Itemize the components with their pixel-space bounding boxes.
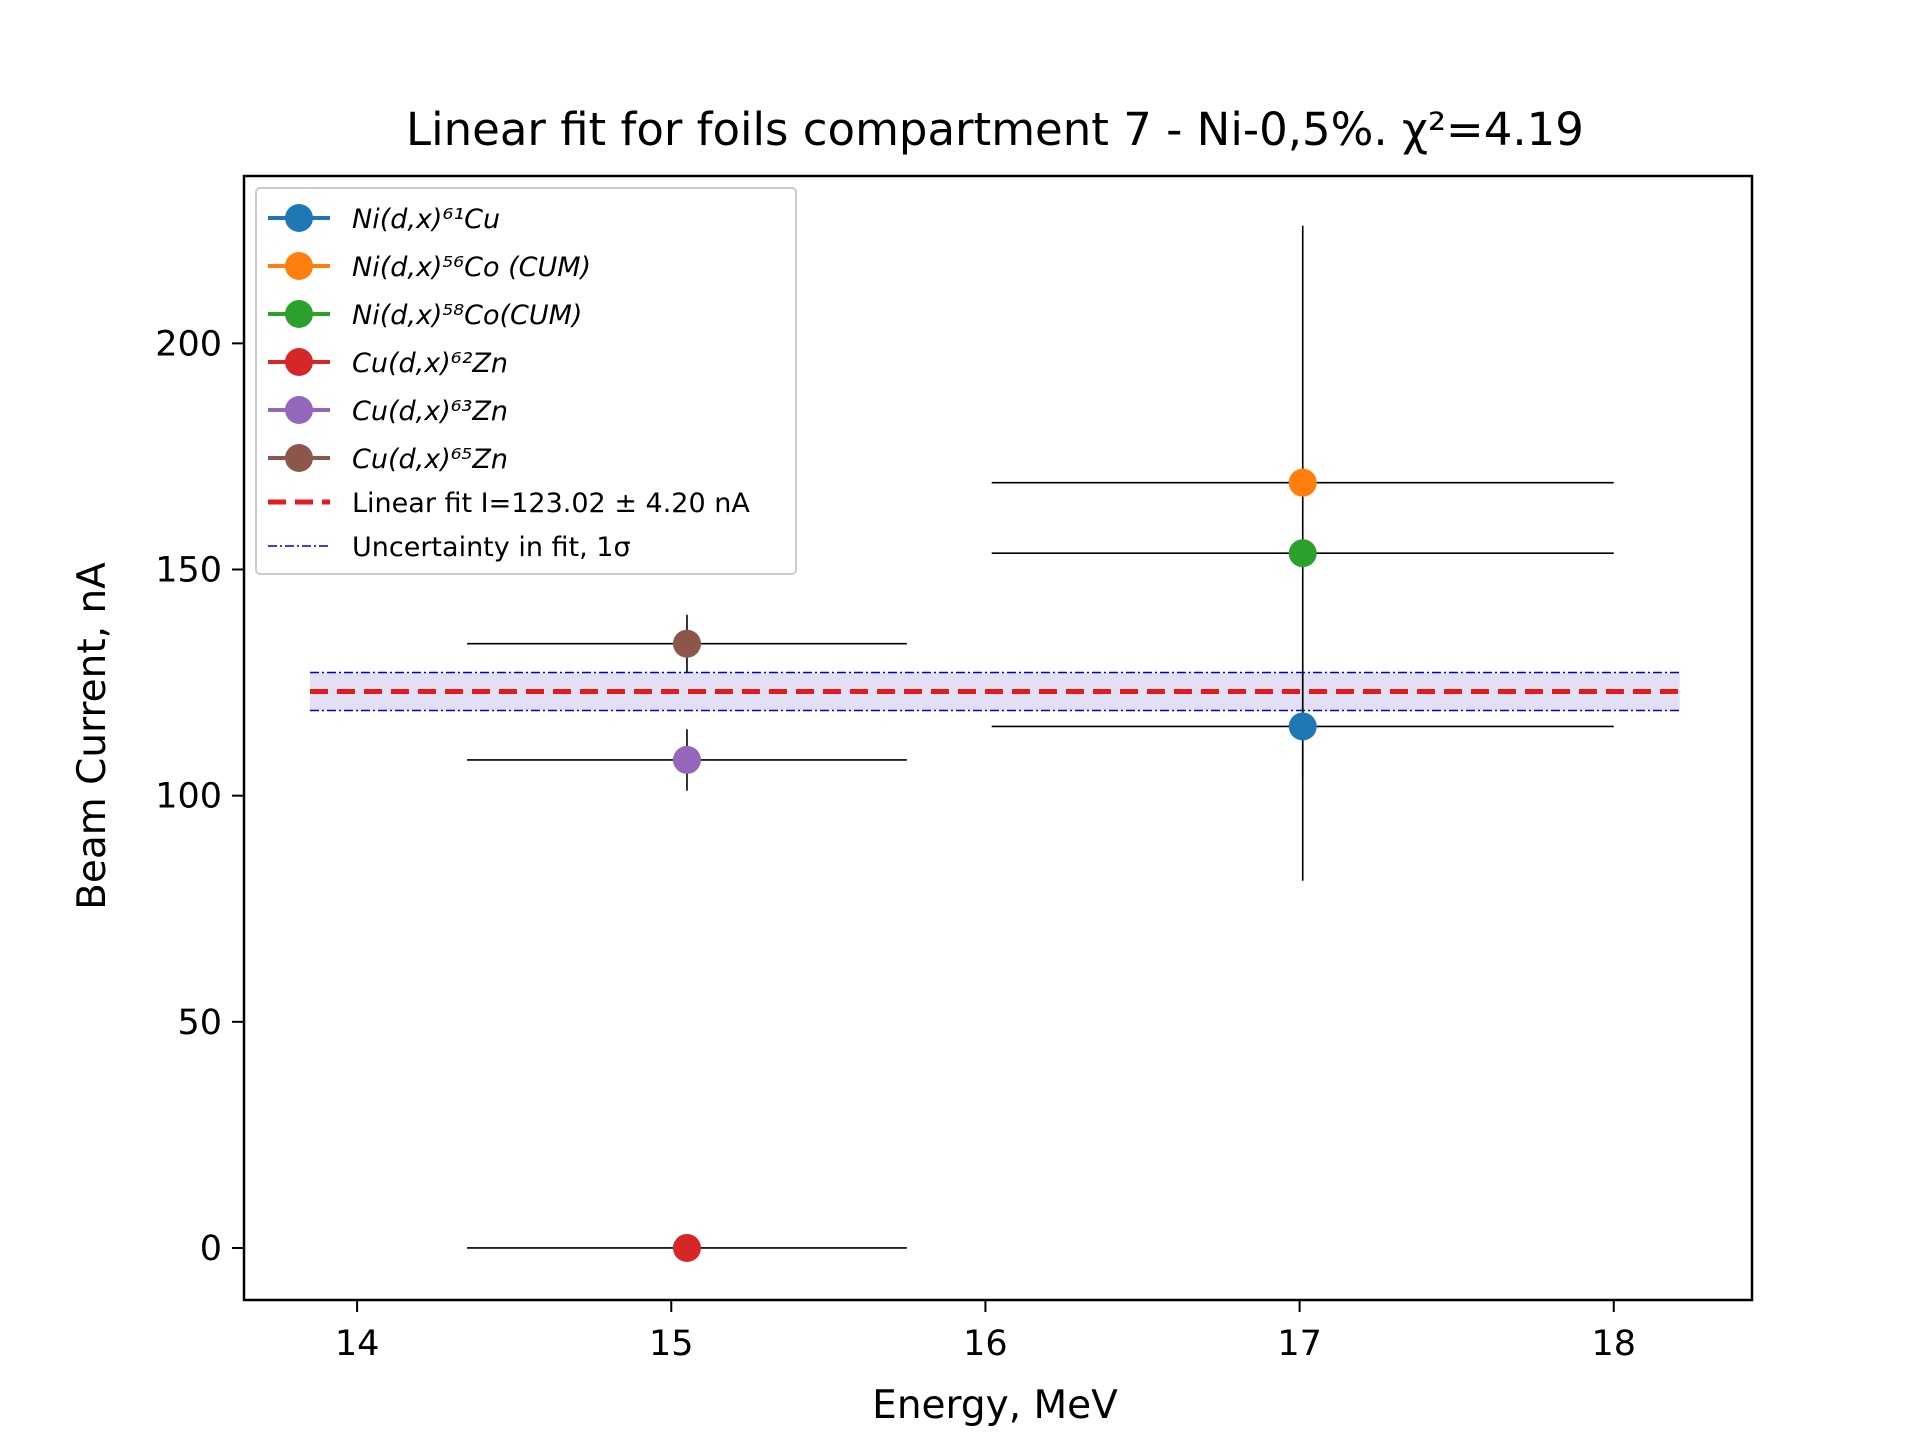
data-point-0: [1288, 712, 1317, 741]
legend-box: [255, 187, 797, 575]
x-axis-label: Energy, MeV: [872, 1383, 1118, 1428]
legend: Ni(d,x)⁶¹Cu Ni(d,x)⁵⁶Co (CUM) Ni(d,x)⁵⁸Co(…: [255, 187, 797, 575]
legend-marker: [285, 252, 313, 280]
legend-marker: [285, 300, 313, 328]
chart-title: Linear fit for foils compartment 7 - Ni-…: [406, 103, 1584, 156]
legend-label: Cu(d,x)⁶²Zn: [352, 348, 508, 379]
y-tick-label: 150: [155, 551, 222, 591]
legend-label: Ni(d,x)⁵⁶Co (CUM): [352, 252, 591, 283]
y-axis: 0 50 100 150 200: [155, 324, 244, 1269]
x-tick-label: 18: [1591, 1324, 1636, 1364]
legend-label: Cu(d,x)⁶⁵Zn: [352, 444, 508, 475]
y-tick-label: 200: [155, 324, 222, 364]
x-tick-label: 15: [649, 1324, 694, 1364]
data-point-3: [672, 1233, 701, 1262]
data-point-2: [1288, 539, 1317, 568]
plot-area: [242, 174, 1754, 1302]
axes-frame: [242, 174, 1754, 1302]
y-axis-label: Beam Current, nA: [70, 562, 115, 910]
legend-label: Uncertainty in fit, 1σ: [352, 532, 631, 563]
legend-marker: [285, 348, 313, 376]
legend-marker: [285, 444, 313, 472]
y-tick-label: 0: [200, 1229, 222, 1269]
legend-label: Cu(d,x)⁶³Zn: [352, 396, 508, 427]
legend-label: Ni(d,x)⁵⁸Co(CUM): [352, 300, 582, 331]
legend-label: Ni(d,x)⁶¹Cu: [352, 204, 500, 235]
y-tick-label: 50: [177, 1003, 222, 1043]
data-point-5: [672, 629, 701, 658]
x-axis: 14 15 16 17 18: [335, 1300, 1636, 1364]
x-tick-label: 17: [1277, 1324, 1322, 1364]
y-tick-label: 100: [155, 777, 222, 817]
legend-label: Linear fit I=123.02 ± 4.20 nA: [352, 488, 750, 519]
x-tick-label: 16: [963, 1324, 1008, 1364]
x-tick-label: 14: [335, 1324, 380, 1364]
data-point-4: [672, 745, 701, 774]
legend-marker: [285, 204, 313, 232]
data-point-1: [1288, 468, 1317, 497]
legend-marker: [285, 396, 313, 424]
